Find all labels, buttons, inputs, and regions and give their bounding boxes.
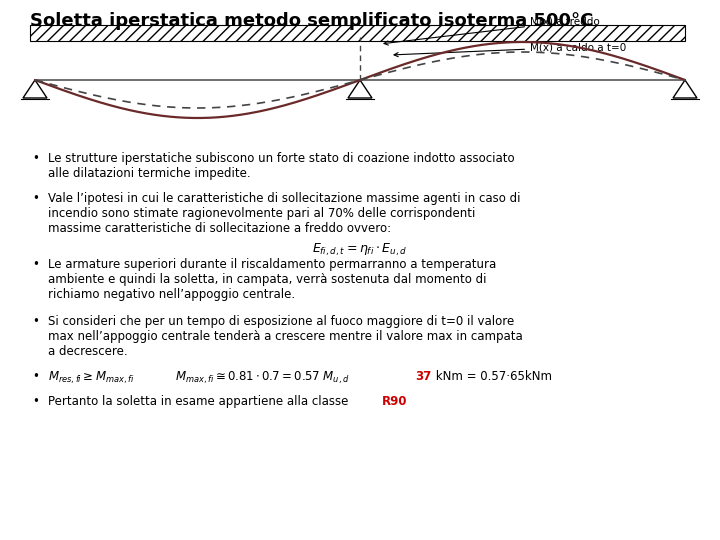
Text: Le armature superiori durante il riscaldamento permarranno a temperatura
ambient: Le armature superiori durante il riscald… [48,258,496,301]
Text: Soletta iperstatica metodo semplificato isoterma 500°C: Soletta iperstatica metodo semplificato … [30,12,593,30]
Text: Si consideri che per un tempo di esposizione al fuoco maggiore di t=0 il valore
: Si consideri che per un tempo di esposiz… [48,315,523,358]
Text: 37: 37 [415,370,431,383]
Polygon shape [348,80,372,98]
Bar [30,25,685,41]
Text: •: • [32,192,39,205]
Text: kNm = 0.57·65kNm: kNm = 0.57·65kNm [432,370,552,383]
Text: R90: R90 [382,395,408,408]
Text: Vale l’ipotesi in cui le caratteristiche di sollecitazione massime agenti in cas: Vale l’ipotesi in cui le caratteristiche… [48,192,521,235]
Text: M(x) a freddo: M(x) a freddo [384,17,600,45]
Polygon shape [23,80,47,98]
Text: M(x) a caldo a t=0: M(x) a caldo a t=0 [394,42,626,57]
Text: Pertanto la soletta in esame appartiene alla classe: Pertanto la soletta in esame appartiene … [48,395,352,408]
Text: $E_{fi,d,t}=\eta_{fi}\cdot E_{u,d}$: $E_{fi,d,t}=\eta_{fi}\cdot E_{u,d}$ [312,242,408,258]
Text: •: • [32,152,39,165]
Text: Le strutture iperstatiche subiscono un forte stato di coazione indotto associato: Le strutture iperstatiche subiscono un f… [48,152,515,180]
Polygon shape [673,80,697,98]
Text: •: • [32,370,39,383]
Text: •: • [32,395,39,408]
Text: $M_{max,fi}\cong 0.81\cdot 0.7=0.57\ M_{u,d}$: $M_{max,fi}\cong 0.81\cdot 0.7=0.57\ M_{… [175,370,349,387]
Text: •: • [32,315,39,328]
Text: $M_{res,fi}\geq M_{max,fi}$: $M_{res,fi}\geq M_{max,fi}$ [48,370,135,387]
Text: •: • [32,258,39,271]
